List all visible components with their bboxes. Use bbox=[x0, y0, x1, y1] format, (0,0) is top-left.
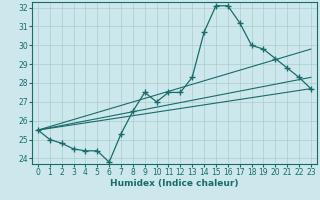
X-axis label: Humidex (Indice chaleur): Humidex (Indice chaleur) bbox=[110, 179, 239, 188]
